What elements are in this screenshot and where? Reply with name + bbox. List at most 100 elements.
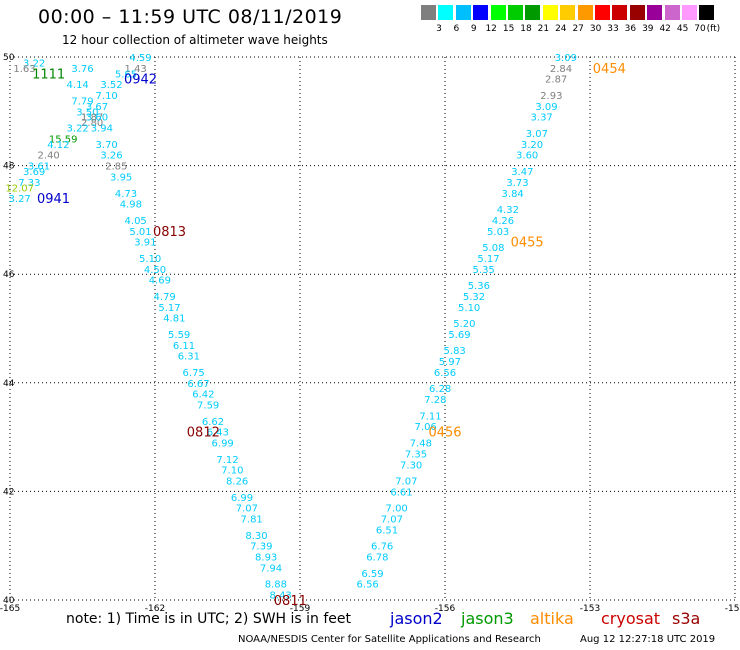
swh-point: 2.84 xyxy=(550,64,572,75)
swh-point: 4.05 xyxy=(125,216,147,227)
legend-label: 27 xyxy=(572,24,584,34)
x-tick-label: -165 xyxy=(0,604,20,614)
footer-timestamp: Aug 12 12:27:18 UTC 2019 xyxy=(580,634,716,645)
legend-swatch xyxy=(455,5,471,20)
swh-point: 6.62 xyxy=(202,417,224,428)
pass-time-label: 0812 xyxy=(187,426,220,441)
swh-point: 5.10 xyxy=(139,254,161,265)
swh-point: 8.88 xyxy=(265,580,287,591)
swh-point: 6.42 xyxy=(192,390,214,401)
legend-label: 21 xyxy=(537,24,550,34)
swh-point: 4.32 xyxy=(497,205,519,216)
x-tick-label: -153 xyxy=(580,604,600,614)
legend-label: 6 xyxy=(453,24,460,34)
swh-point: 3.60 xyxy=(86,113,108,124)
swh-point: 4.81 xyxy=(163,314,185,325)
pass-time-label: 0454 xyxy=(593,62,626,77)
y-tick-label: 42 xyxy=(3,487,14,497)
legend-label: 70 xyxy=(694,24,706,34)
legend-label: 24 xyxy=(555,24,567,34)
legend-swatch xyxy=(577,5,593,20)
swh-point: 7.30 xyxy=(400,460,422,471)
satellite-altika: altika xyxy=(530,609,574,628)
legend-swatch xyxy=(612,5,628,20)
swh-point: 3.26 xyxy=(100,151,122,162)
swh-point: 6.56 xyxy=(434,368,456,379)
swh-point: 6.78 xyxy=(366,553,388,564)
legend-label: 9 xyxy=(470,24,477,34)
swh-point: 6.99 xyxy=(231,493,253,504)
swh-point: 5.10 xyxy=(458,303,480,314)
swh-point: 6.76 xyxy=(371,542,393,553)
swh-point: 3.60 xyxy=(516,151,538,162)
legend-swatch xyxy=(473,5,489,20)
swh-point: 2.40 xyxy=(38,151,60,162)
legend-label: 36 xyxy=(624,24,637,34)
swh-point: 5.17 xyxy=(477,254,499,265)
swh-point: 4.69 xyxy=(149,276,171,287)
swh-point: 7.07 xyxy=(236,504,258,515)
swh-point: 15.59 xyxy=(49,134,78,145)
swh-point: 4.73 xyxy=(115,189,137,200)
swh-point: 4.14 xyxy=(67,80,89,91)
swh-point: 7.28 xyxy=(424,395,446,406)
swh-point: 5.03 xyxy=(487,227,509,238)
swh-point: 3.22 xyxy=(67,124,89,135)
swh-point: 7.07 xyxy=(395,477,417,488)
satellite-cryosat: cryosat xyxy=(601,609,661,628)
swh-point: 3.09 xyxy=(555,53,577,64)
swh-point: 4.12 xyxy=(47,140,69,151)
legend-swatch xyxy=(421,5,436,20)
swh-point: 5.59 xyxy=(168,330,190,341)
swh-point: 3.67 xyxy=(86,102,108,113)
legend-label: 39 xyxy=(642,24,654,34)
swh-point: 3.76 xyxy=(71,64,93,75)
swh-point: 5.08 xyxy=(482,243,504,254)
swh-point: 4.50 xyxy=(144,265,166,276)
pass-time-label: 1111 xyxy=(32,67,65,82)
swh-point: 6.59 xyxy=(361,569,383,580)
legend-swatch xyxy=(699,5,715,20)
swh-point: 3.84 xyxy=(502,189,524,200)
swh-point: 5.36 xyxy=(468,281,490,292)
pass-time-label: 0813 xyxy=(153,225,186,240)
swh-point: 6.11 xyxy=(173,341,195,352)
swh-point: 3.27 xyxy=(9,194,31,205)
swh-point: 3.73 xyxy=(506,178,528,189)
y-tick-label: 46 xyxy=(3,270,15,280)
swh-point: 8.26 xyxy=(226,477,248,488)
swh-point: 3.70 xyxy=(96,140,118,151)
swh-point: 5.97 xyxy=(439,357,461,368)
swh-point: 6.51 xyxy=(376,525,398,536)
swh-point: 6.61 xyxy=(390,487,412,498)
swh-point: 12.07 xyxy=(5,183,34,194)
x-tick-label: -159 xyxy=(290,604,311,614)
legend-swatch xyxy=(508,5,523,20)
swh-point: 5.20 xyxy=(453,319,475,330)
x-tick-label: -150 xyxy=(725,604,740,614)
swh-point: 3.20 xyxy=(521,140,543,151)
y-tick-label: 40 xyxy=(3,596,15,606)
swh-point: 5.65 xyxy=(115,69,137,80)
pass-time-label: 0456 xyxy=(428,426,461,441)
swh-point: 5.01 xyxy=(129,227,151,238)
legend-swatch xyxy=(525,5,541,20)
swh-point: 6.99 xyxy=(212,439,234,450)
swh-point: 6.75 xyxy=(183,368,205,379)
legend-swatch xyxy=(542,5,558,20)
swh-point: 7.48 xyxy=(410,439,432,450)
swh-point: 1.43 xyxy=(125,64,147,75)
swh-point: 6.28 xyxy=(429,384,451,395)
swh-point: 7.12 xyxy=(216,455,238,466)
satellite-jason3: jason3 xyxy=(461,609,514,628)
swh-point: 7.94 xyxy=(260,563,282,574)
swh-point: 3.22 xyxy=(23,58,45,69)
y-tick-label: 44 xyxy=(3,379,15,389)
swh-point: 6.31 xyxy=(178,352,200,363)
swh-point: 5.32 xyxy=(463,292,485,303)
swh-point: 4.79 xyxy=(154,292,176,303)
swh-point: 8.43 xyxy=(270,591,292,602)
swh-point: 4.26 xyxy=(492,216,514,227)
legend-label: 12 xyxy=(485,24,497,34)
